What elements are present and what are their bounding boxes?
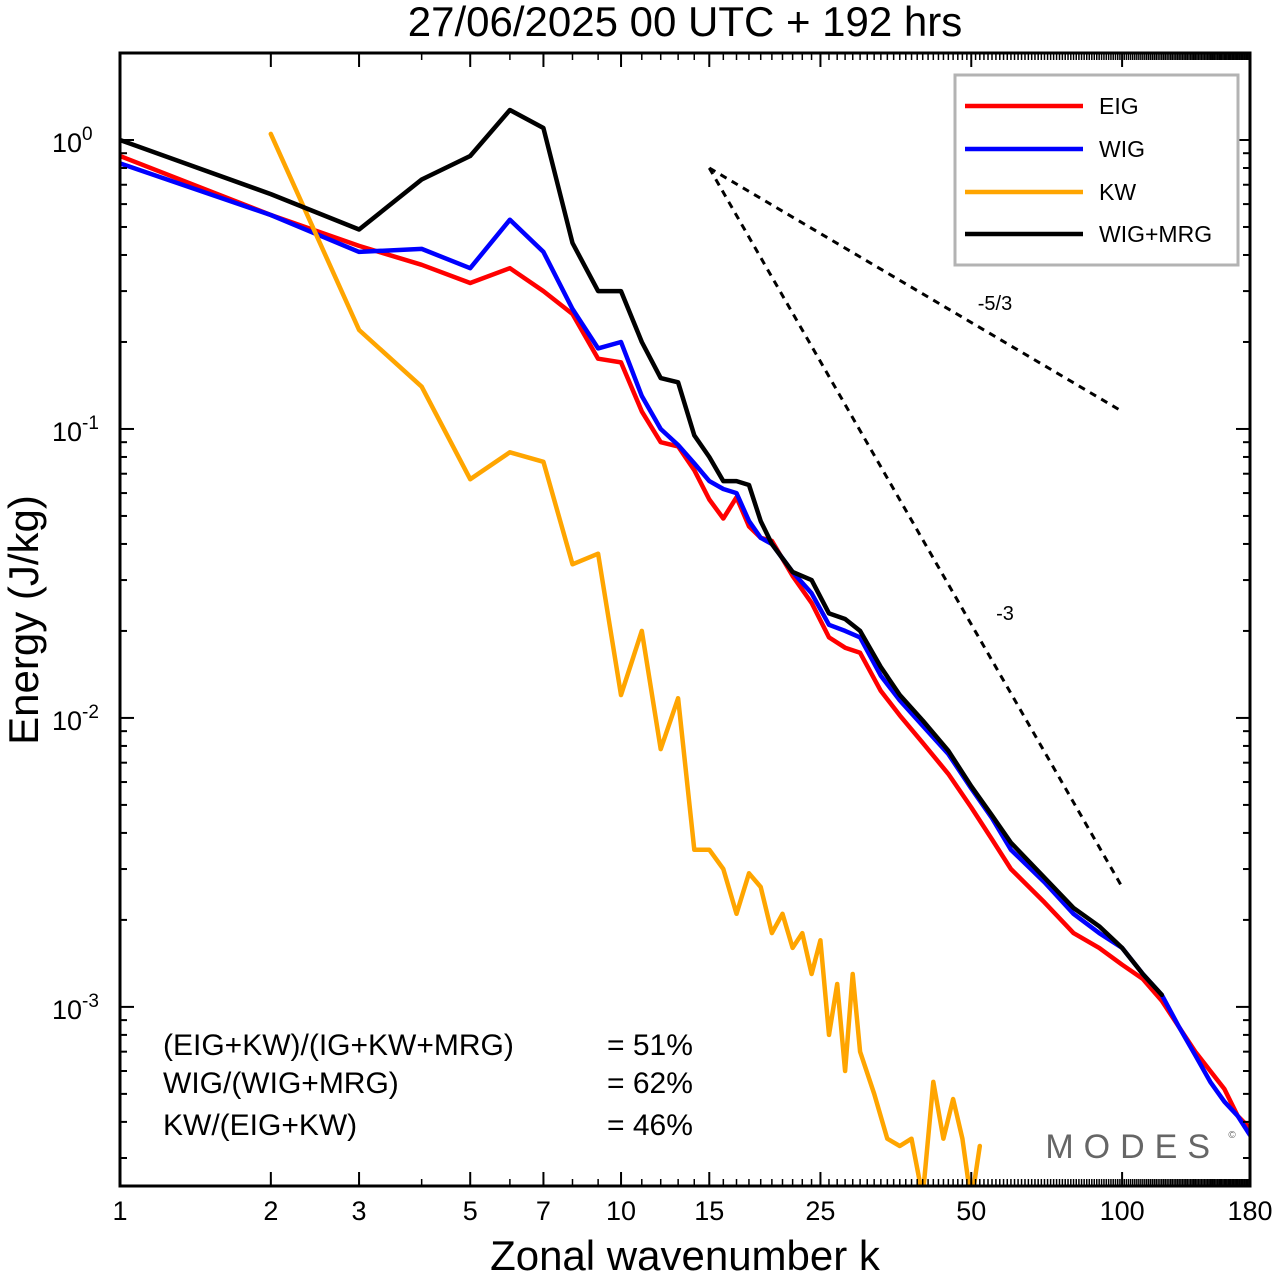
x-axis-label: Zonal wavenumber k [490, 1232, 881, 1279]
legend-label-kw: KW [1099, 179, 1136, 205]
stat-value: = 51% [607, 1029, 693, 1062]
x-tick-label: 180 [1227, 1196, 1272, 1226]
stat-label: KW/(EIG+KW) [163, 1109, 357, 1142]
slope-label-5-3: -5/3 [978, 293, 1012, 315]
legend-label-wig: WIG [1099, 136, 1145, 162]
series-line-wig [120, 161, 1250, 1138]
reference-slopes [707, 166, 1124, 888]
x-tick-label: 50 [956, 1196, 986, 1226]
series-line-eig [120, 153, 1250, 1131]
y-tick-label: 10-2 [52, 702, 99, 736]
y-tick-label: 10-1 [52, 413, 99, 447]
slope-line-5-3 [708, 166, 1123, 413]
x-tick-label: 15 [694, 1196, 724, 1226]
stat-value: = 46% [607, 1109, 693, 1142]
y-tick-label: 100 [52, 124, 93, 158]
x-tick-label: 7 [536, 1196, 551, 1226]
series-line-wig-mrg [120, 107, 1165, 998]
stat-label: WIG/(WIG+MRG) [163, 1067, 399, 1100]
plot-frame [118, 51, 1252, 1188]
x-tick-label: 10 [606, 1196, 636, 1226]
y-tick-label: 10-3 [52, 991, 99, 1025]
legend-label-wig-mrg: WIG+MRG [1099, 221, 1212, 247]
x-tick-label: 2 [263, 1196, 278, 1226]
legend: EIG WIG KW WIG+MRG [953, 73, 1240, 267]
stat-label: (EIG+KW)/(IG+KW+MRG) [163, 1029, 514, 1062]
x-tick-labels: 1 2 3 5 7 10 15 25 50 100 180 [112, 1196, 1272, 1226]
modes-watermark: MODES [1045, 1128, 1220, 1166]
slope-label-3: -3 [996, 603, 1014, 625]
chart-title: 27/06/2025 00 UTC + 192 hrs [408, 0, 963, 45]
stat-value: = 62% [607, 1067, 693, 1100]
y-tick-labels: 100 10-1 10-2 10-3 [52, 124, 99, 1025]
x-tick-label: 1 [112, 1196, 127, 1226]
x-tick-label: 3 [352, 1196, 367, 1226]
x-tick-label: 100 [1100, 1196, 1145, 1226]
series-lines [120, 107, 1250, 1186]
x-tick-label: 5 [463, 1196, 478, 1226]
axis-ticks [119, 52, 1251, 1186]
slope-line-3 [707, 167, 1124, 888]
statistics-block: (EIG+KW)/(IG+KW+MRG) = 51% WIG/(WIG+MRG) = … [163, 1029, 693, 1142]
x-tick-label: 25 [805, 1196, 835, 1226]
series-line-kw [268, 131, 983, 1186]
y-axis-label: Energy (J/kg) [0, 495, 47, 745]
copyright-mark: © [1228, 1130, 1236, 1141]
legend-label-eig: EIG [1099, 93, 1139, 119]
